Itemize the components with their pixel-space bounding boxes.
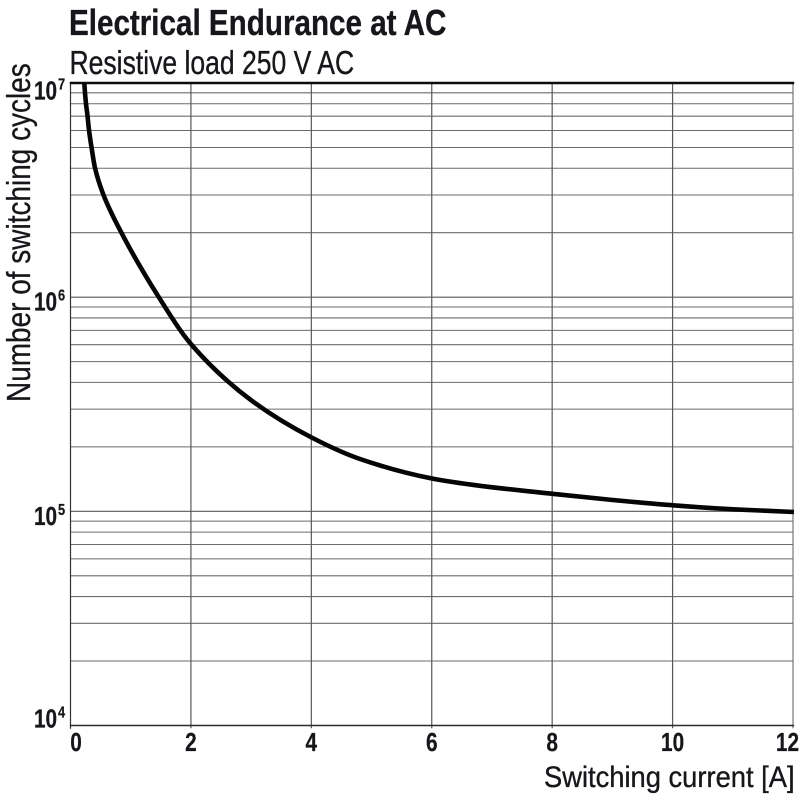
svg-text:Resistive load 250 V AC: Resistive load 250 V AC [70, 45, 355, 81]
svg-text:10: 10 [34, 76, 57, 105]
svg-text:Switching current [A]: Switching current [A] [544, 761, 795, 794]
svg-text:5: 5 [58, 502, 65, 520]
svg-text:8: 8 [546, 728, 558, 757]
svg-text:4: 4 [58, 704, 65, 722]
svg-text:0: 0 [70, 728, 82, 757]
svg-text:4: 4 [306, 728, 318, 757]
svg-text:6: 6 [426, 728, 438, 757]
svg-text:10: 10 [661, 728, 684, 757]
svg-text:6: 6 [58, 287, 65, 305]
svg-text:7: 7 [58, 76, 65, 94]
svg-text:10: 10 [34, 502, 57, 531]
svg-text:2: 2 [185, 728, 197, 757]
svg-text:Number of switching cycles: Number of switching cycles [1, 63, 38, 402]
svg-text:10: 10 [34, 704, 57, 733]
svg-text:10: 10 [34, 287, 57, 316]
svg-text:Electrical Endurance at AC: Electrical Endurance at AC [69, 2, 446, 42]
svg-text:12: 12 [776, 728, 799, 757]
